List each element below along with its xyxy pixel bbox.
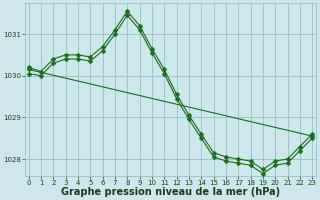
X-axis label: Graphe pression niveau de la mer (hPa): Graphe pression niveau de la mer (hPa): [61, 187, 280, 197]
